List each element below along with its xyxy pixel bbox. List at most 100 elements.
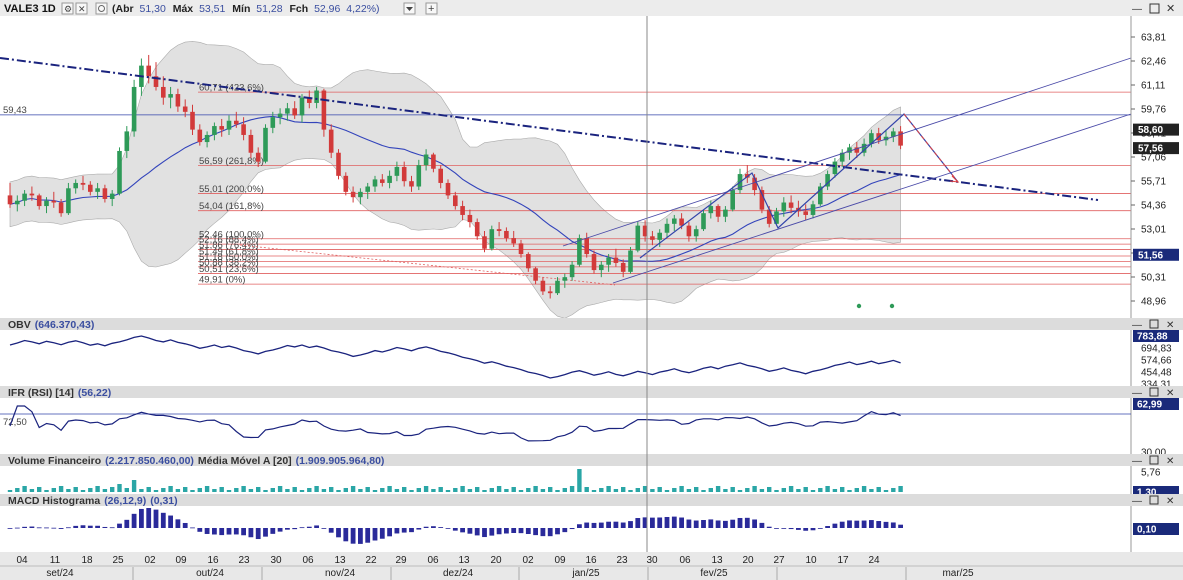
candle-body (7, 195, 13, 205)
settings-icon[interactable]: ⚙ (61, 2, 74, 15)
macd-bar (431, 526, 436, 528)
dropdown-arrow-icon[interactable] (403, 2, 416, 15)
volume-bar (212, 489, 217, 492)
volume-minimize-icon[interactable]: — (1132, 456, 1142, 467)
day-label: 06 (427, 555, 439, 566)
candle (730, 186, 735, 212)
candle (416, 159, 422, 191)
maximize-icon[interactable] (1149, 3, 1160, 14)
macd-bar (803, 528, 809, 531)
macd-bar (139, 508, 144, 528)
candle-body (752, 177, 757, 191)
candle (270, 111, 276, 134)
macd-maximize-icon[interactable] (1149, 495, 1159, 505)
candle (526, 252, 531, 272)
rsi-maximize-icon[interactable] (1149, 387, 1159, 397)
volume-bar (445, 490, 451, 492)
volume-bar (58, 486, 64, 492)
candle (95, 182, 100, 199)
volume-bar (869, 489, 874, 492)
candle-body (146, 65, 151, 77)
candle (723, 206, 728, 223)
macd-close-icon[interactable]: ✕ (1166, 496, 1174, 507)
candle (620, 259, 626, 278)
volume-maximize-icon[interactable] (1149, 455, 1159, 465)
fib-label: 51,49 (61,8%) (199, 247, 259, 258)
volume-bar (650, 489, 655, 492)
rsi-close-icon[interactable]: ✕ (1166, 388, 1174, 399)
macd-bar (474, 528, 480, 536)
candle-body (650, 236, 655, 240)
candle-body (401, 166, 407, 182)
obv-close-icon[interactable]: ✕ (1166, 320, 1174, 331)
day-label: 29 (395, 555, 407, 566)
candle (365, 182, 370, 199)
candle-body (642, 225, 648, 237)
candle-body (591, 254, 597, 271)
candle-body (22, 193, 27, 201)
candle (212, 122, 217, 141)
candle (577, 234, 582, 267)
macd-bar (810, 528, 816, 531)
candle-body (161, 86, 166, 98)
price-tag-label: 51,56 (1138, 250, 1163, 261)
macd-bar (839, 521, 845, 528)
candle-body (606, 257, 611, 265)
volume-bar (183, 487, 188, 492)
candle-body (423, 154, 429, 166)
candle-body (153, 76, 159, 87)
candle (117, 147, 122, 196)
visibility-toggle-icon[interactable] (95, 2, 108, 15)
macd-bar (766, 526, 772, 528)
macd-bar (343, 528, 349, 542)
volume-bar (759, 489, 765, 492)
volume-bar (562, 488, 567, 492)
macd-bar (657, 517, 663, 528)
minimize-icon[interactable]: — (1132, 4, 1142, 15)
macd-bar (58, 528, 64, 529)
macd-minimize-icon[interactable]: — (1132, 496, 1142, 507)
candle-body (431, 154, 436, 169)
macd-bar (146, 508, 152, 528)
macd-bar (467, 528, 473, 534)
macd-bar (540, 528, 546, 537)
remove-icon[interactable]: ✕ (75, 2, 88, 15)
volume-bar (365, 487, 370, 492)
volume-bar (146, 487, 151, 492)
volume-bar (577, 469, 582, 492)
close-icon[interactable]: ✕ (1166, 3, 1175, 15)
rsi-minimize-icon[interactable]: — (1132, 388, 1142, 399)
candle-body (263, 127, 268, 162)
macd-bar (190, 527, 195, 529)
volume-panel: Volume Financeiro (2.217.850.460,00) Média… (0, 454, 1183, 499)
candle-body (569, 264, 575, 278)
candle (102, 184, 108, 203)
macd-bar (504, 528, 509, 534)
volume-bar (131, 480, 137, 492)
volume-bar (110, 487, 115, 492)
month-label: out/24 (196, 568, 224, 579)
macd-bar (854, 520, 860, 528)
volume-bar (431, 489, 436, 492)
obv-minimize-icon[interactable]: — (1132, 320, 1142, 331)
candle-body (314, 90, 319, 103)
add-indicator-icon[interactable]: + (425, 2, 438, 15)
macd-bar (847, 520, 852, 528)
macd-title: MACD Histograma (26,12,9) (0,31) (8, 495, 178, 507)
day-label: 20 (490, 555, 502, 566)
candle-body (898, 131, 903, 146)
volume-close-icon[interactable]: ✕ (1166, 456, 1174, 467)
candle (438, 165, 443, 189)
volume-bar (416, 488, 421, 492)
candle (650, 230, 655, 246)
macd-bar (423, 526, 429, 528)
candle-body (715, 206, 721, 217)
candle (248, 129, 254, 159)
macd-bar (285, 528, 290, 530)
obv-maximize-icon[interactable] (1149, 319, 1159, 329)
volume-bar (234, 488, 239, 492)
volume-bar (73, 487, 78, 492)
candle-body (854, 147, 860, 153)
macd-bar (555, 528, 560, 535)
volume-bar (883, 490, 889, 492)
